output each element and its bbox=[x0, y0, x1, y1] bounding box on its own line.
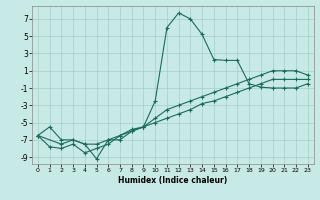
X-axis label: Humidex (Indice chaleur): Humidex (Indice chaleur) bbox=[118, 176, 228, 185]
